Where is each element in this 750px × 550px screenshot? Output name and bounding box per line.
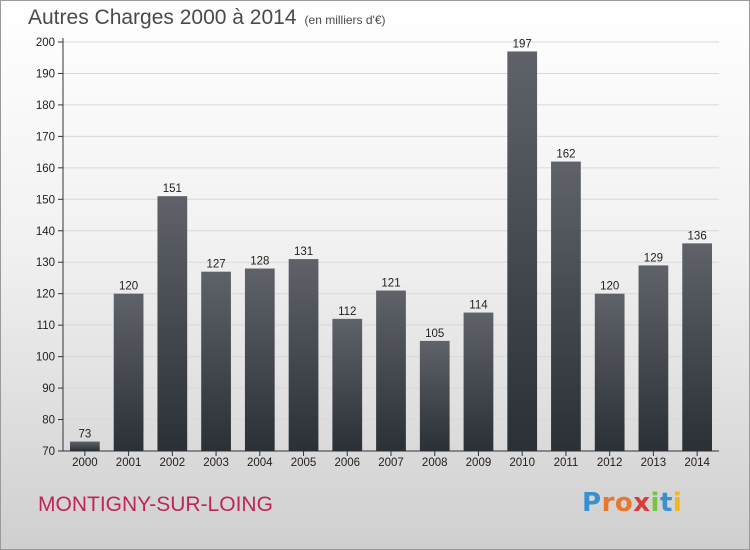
data-label-2001: 120 (119, 281, 138, 293)
logo-letter: x (633, 488, 651, 518)
chart-title-block: Autres Charges 2000 à 2014 (en milliers d… (28, 6, 386, 30)
y-tick-labels: 70 80 90 100 110 120 130 140 150 160 170 180 190 200 (36, 37, 55, 458)
bar-2000 (69, 441, 100, 451)
location-label: MONTIGNY-SUR-LOING (38, 493, 273, 516)
data-label-2003: 127 (206, 259, 225, 271)
bars (69, 51, 713, 452)
x-tick-label-2000: 2000 (72, 457, 98, 469)
y-tick-label: 200 (36, 37, 55, 49)
bar-2012 (594, 293, 625, 451)
y-tick-label: 80 (42, 415, 55, 427)
x-tick-label-2008: 2008 (422, 457, 448, 469)
bar-2001 (113, 293, 144, 451)
data-label-2005: 131 (294, 246, 313, 258)
chart-subtitle: (en milliers d'€) (304, 13, 386, 27)
bar-2003 (201, 271, 231, 451)
proxiti-logo: Proxiti (582, 488, 682, 518)
logo-letter: t (659, 488, 673, 518)
data-label-2011: 162 (556, 149, 575, 161)
bar-2002 (157, 196, 188, 451)
x-tick-label-2005: 2005 (291, 457, 317, 469)
data-label-2007: 121 (381, 278, 400, 290)
data-label-2009: 114 (469, 300, 488, 312)
y-tick-label: 90 (42, 383, 55, 395)
x-tick-label-2010: 2010 (509, 457, 535, 469)
data-labels: 73 120 151 127 128 131 112 121 105 114 197 162 120 12… (78, 38, 706, 440)
chart-title: Autres Charges 2000 à 2014 (28, 6, 297, 29)
bar-2010 (507, 51, 538, 451)
data-label-2008: 105 (425, 328, 444, 340)
data-label-2013: 129 (644, 252, 663, 264)
bar-2007 (376, 290, 406, 451)
x-tick-label-2012: 2012 (597, 457, 623, 469)
logo-letter: i (672, 488, 683, 518)
x-tick-label-2014: 2014 (684, 457, 710, 469)
y-tick-label: 70 (42, 446, 55, 458)
y-tick-label: 170 (36, 131, 55, 143)
logo-letter: P (582, 488, 602, 518)
bar-2008 (419, 340, 450, 451)
x-tick-label-2011: 2011 (554, 457, 579, 469)
x-tick-label-2001: 2001 (116, 457, 142, 469)
bar-2006 (332, 318, 363, 451)
y-tick-label: 120 (36, 289, 55, 301)
y-tick-label: 140 (36, 226, 55, 238)
bar-2004 (244, 268, 275, 451)
data-label-2006: 112 (338, 306, 356, 318)
x-tick-label-2009: 2009 (466, 457, 492, 469)
x-tick-label-2006: 2006 (334, 457, 360, 469)
y-tick-label: 130 (36, 257, 55, 269)
bar-2013 (638, 265, 669, 451)
data-label-2004: 128 (250, 256, 269, 268)
x-tick-label-2007: 2007 (378, 457, 404, 469)
data-label-2010: 197 (513, 38, 532, 50)
bar-2014 (682, 243, 713, 451)
data-label-2002: 151 (163, 183, 182, 195)
data-label-2012: 120 (600, 281, 619, 293)
y-tick-label: 180 (36, 100, 55, 112)
y-tick-label: 150 (36, 194, 55, 206)
y-tick-label: 190 (36, 68, 55, 80)
bar-2009 (463, 312, 494, 451)
data-label-2014: 136 (688, 230, 707, 242)
bar-2005 (288, 259, 319, 451)
data-label-2000: 73 (78, 429, 91, 441)
logo-letter: i (650, 488, 660, 518)
x-tick-labels: 2000 2001 2002 2003 2004 2005 2006 2007 2008 2009… (72, 451, 711, 469)
x-tick-label-2003: 2003 (203, 457, 229, 469)
x-tick-label-2013: 2013 (641, 457, 667, 469)
y-tick-label: 160 (36, 163, 55, 175)
y-tick-label: 100 (36, 352, 55, 364)
logo-letter: o (614, 488, 634, 518)
x-tick-label-2004: 2004 (247, 457, 273, 469)
bar-2011 (551, 161, 581, 452)
x-tick-label-2002: 2002 (160, 457, 186, 469)
logo-letter: r (601, 488, 615, 518)
y-tick-label: 110 (37, 320, 55, 332)
